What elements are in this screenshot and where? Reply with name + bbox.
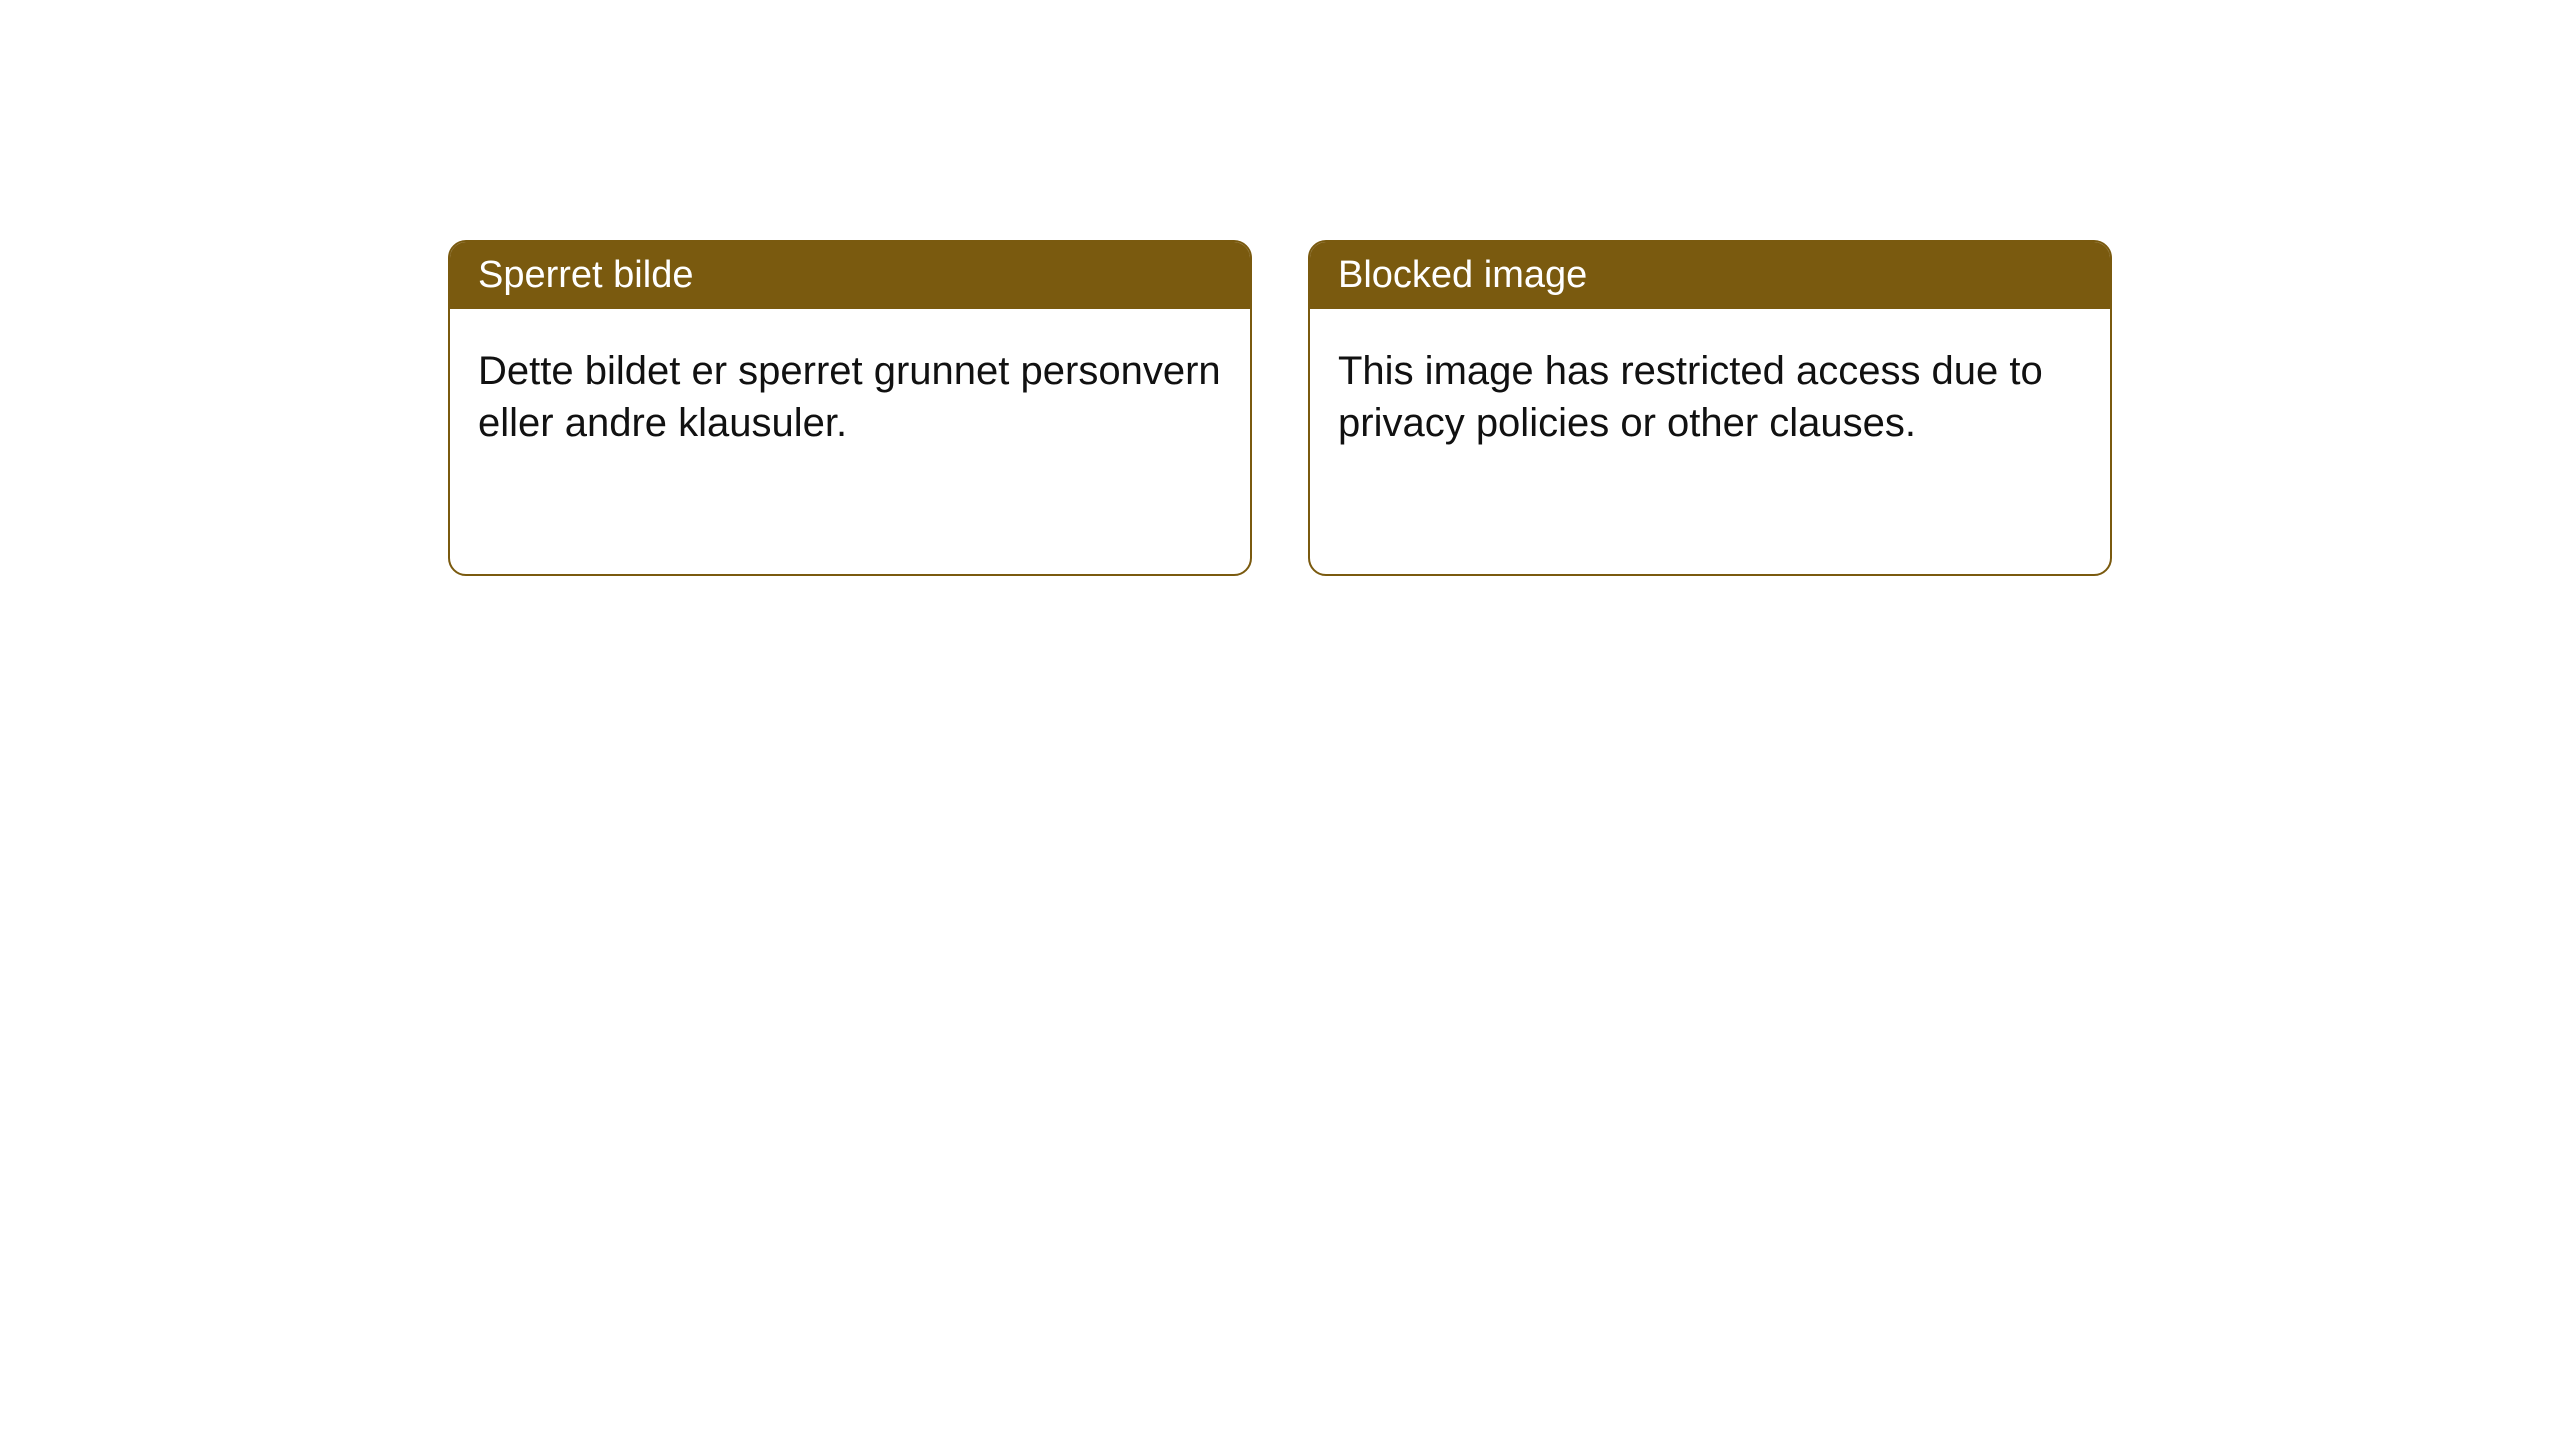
notice-card-norwegian: Sperret bilde Dette bildet er sperret gr… [448,240,1252,576]
notice-header: Blocked image [1310,242,2110,309]
notice-container: Sperret bilde Dette bildet er sperret gr… [0,0,2560,576]
notice-body: Dette bildet er sperret grunnet personve… [450,309,1250,485]
notice-card-english: Blocked image This image has restricted … [1308,240,2112,576]
notice-body: This image has restricted access due to … [1310,309,2110,485]
notice-header: Sperret bilde [450,242,1250,309]
